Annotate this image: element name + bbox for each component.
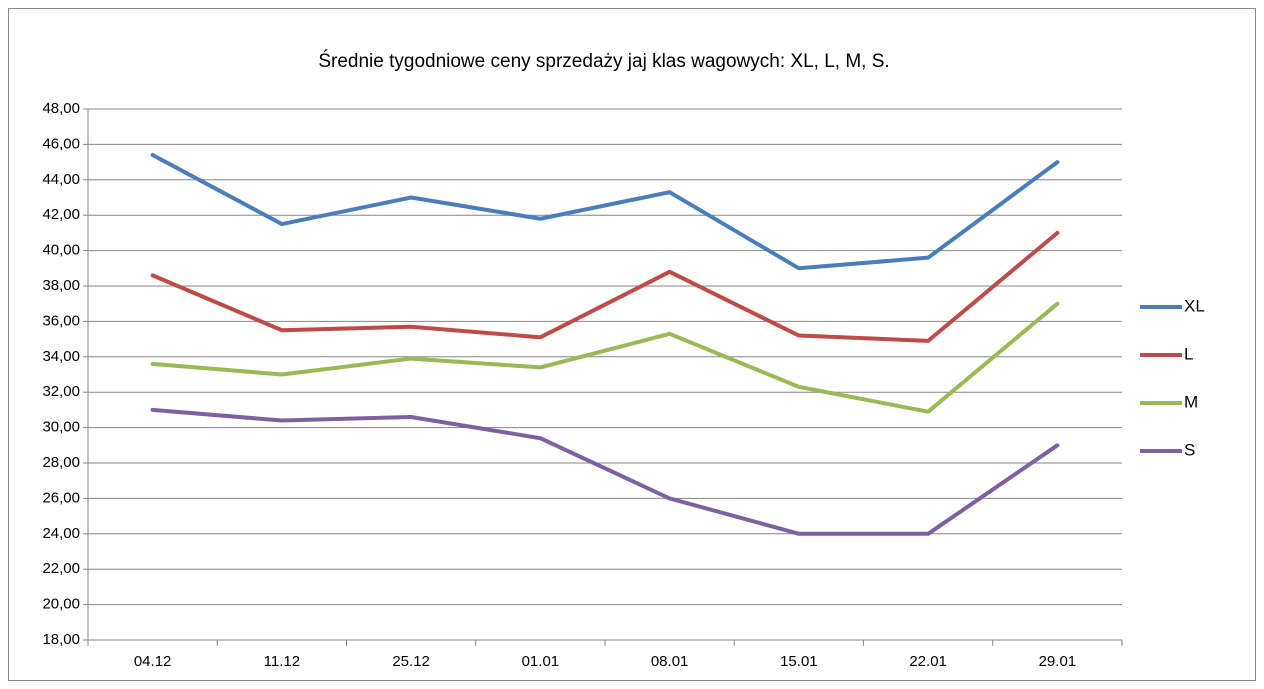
line-series [150, 407, 1060, 536]
x-tick-label: 15.01 [780, 653, 818, 670]
y-tick-label: 24,00 [42, 525, 80, 542]
legend-label: S [1184, 440, 1195, 459]
y-tick-label: 18,00 [42, 631, 80, 648]
line-series [150, 301, 1060, 414]
y-tick-label: 40,00 [42, 242, 80, 259]
x-tick-label: 22.01 [909, 653, 947, 670]
x-tick-label: 01.01 [522, 653, 560, 670]
x-tick-label: 25.12 [392, 653, 430, 670]
y-tick-label: 46,00 [42, 135, 80, 152]
legend-label: L [1184, 344, 1193, 363]
y-tick-label: 20,00 [42, 596, 80, 613]
x-tick-label: 08.01 [651, 653, 689, 670]
legend-label: XL [1184, 296, 1205, 315]
y-tick-label: 30,00 [42, 419, 80, 436]
y-tick-label: 44,00 [42, 171, 80, 188]
y-tick-label: 42,00 [42, 206, 80, 223]
y-tick-label: 36,00 [42, 312, 80, 329]
legend-label: M [1184, 392, 1198, 411]
x-tick-label: 29.01 [1039, 653, 1077, 670]
y-tick-label: 22,00 [42, 560, 80, 577]
chart-title: Średnie tygodniowe ceny sprzedaży jaj kl… [318, 50, 889, 72]
y-tick-label: 48,00 [42, 100, 80, 117]
y-tick-label: 28,00 [42, 454, 80, 471]
line-series [150, 230, 1060, 343]
y-tick-label: 32,00 [42, 383, 80, 400]
x-tick-label: 04.12 [134, 653, 172, 670]
line-series [150, 153, 1060, 271]
y-tick-label: 26,00 [42, 489, 80, 506]
x-tick-label: 11.12 [264, 653, 300, 670]
y-tick-label: 38,00 [42, 277, 80, 294]
y-tick-label: 34,00 [42, 348, 80, 365]
